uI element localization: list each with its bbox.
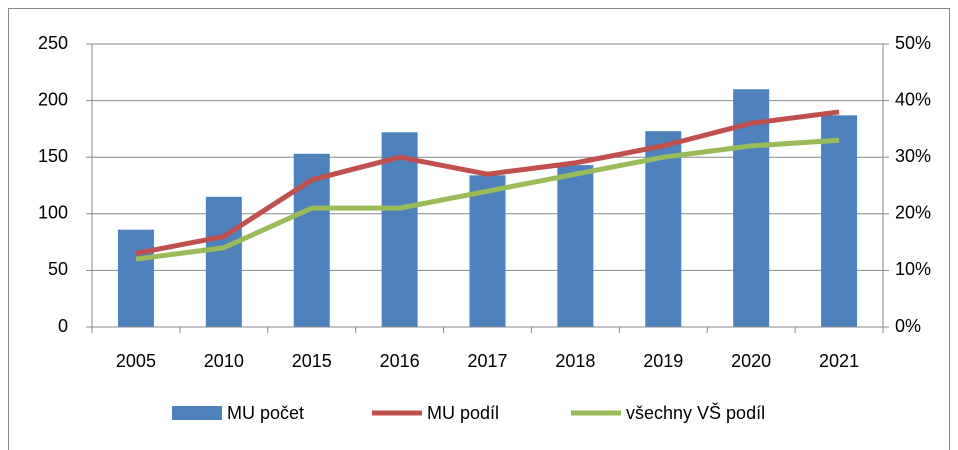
x-tick-label: 2019 [643, 351, 683, 371]
y-tick-label: 200 [38, 89, 68, 109]
chart-frame [8, 8, 950, 450]
line [135, 137, 840, 262]
bar [645, 131, 682, 327]
bar [205, 196, 242, 327]
legend-label: MU počet [227, 403, 304, 423]
y2-tick-label: 30% [895, 146, 931, 166]
bar [821, 115, 858, 327]
y-tick-label: 250 [38, 33, 68, 53]
line [135, 109, 840, 256]
x-tick-label: 2021 [819, 351, 859, 371]
y-tick-label: 50 [48, 259, 68, 279]
bar [469, 175, 506, 327]
bar [381, 132, 418, 327]
x-tick-label: 2015 [292, 351, 332, 371]
y2-tick-label: 0% [895, 316, 921, 336]
x-tick-label: 2018 [555, 351, 595, 371]
legend-label: všechny VŠ podíl [626, 402, 765, 423]
x-tick-label: 2020 [731, 351, 771, 371]
y-tick-label: 100 [38, 203, 68, 223]
x-tick-label: 2010 [204, 351, 244, 371]
y-tick-label: 150 [38, 146, 68, 166]
bar [557, 165, 594, 327]
y2-tick-label: 10% [895, 259, 931, 279]
x-tick-label: 2017 [467, 351, 507, 371]
y2-tick-label: 50% [895, 33, 931, 53]
x-tick-label: 2005 [116, 351, 156, 371]
y2-tick-label: 20% [895, 203, 931, 223]
legend-swatch [172, 406, 222, 420]
y-tick-label: 0 [58, 316, 68, 336]
y2-tick-label: 40% [895, 89, 931, 109]
x-tick-label: 2016 [380, 351, 420, 371]
legend-label: MU podíl [427, 403, 499, 423]
bar [117, 229, 154, 327]
